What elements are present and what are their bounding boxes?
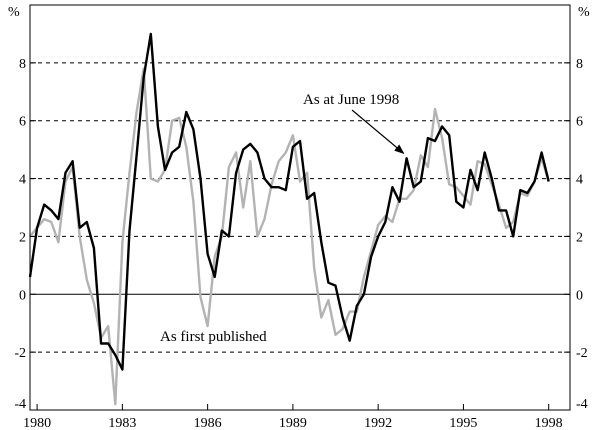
x-tick-label: 1989 xyxy=(279,416,307,430)
y-tick-label-left: 6 xyxy=(19,115,26,130)
x-tick-label: 1995 xyxy=(449,416,477,430)
y-tick-label-right: 6 xyxy=(576,115,583,130)
y-axis-right: -4 -2 0 2 4 6 8 xyxy=(564,57,588,412)
unit-label-right: % xyxy=(578,5,590,20)
unit-label-left: % xyxy=(8,5,20,20)
y-tick-label-right: 0 xyxy=(576,288,583,303)
y-tick-label-left: 0 xyxy=(19,288,26,303)
gridlines xyxy=(30,62,570,353)
annotation-as-at-june-1998: As at June 1998 xyxy=(303,92,399,108)
x-tick-label: 1983 xyxy=(108,416,136,430)
annotation-as-first-published: As first published xyxy=(160,329,267,345)
y-tick-label-left: -4 xyxy=(14,397,26,412)
y-tick-label-right: -2 xyxy=(576,346,588,361)
y-tick-label-left: 2 xyxy=(19,230,26,245)
y-tick-label-left: 8 xyxy=(19,57,26,72)
y-tick-label-right: 2 xyxy=(576,230,583,245)
x-tick-label: 1998 xyxy=(535,416,563,430)
x-tick-label: 1980 xyxy=(23,416,51,430)
x-tick-label: 1986 xyxy=(194,416,222,430)
y-tick-label-right: 4 xyxy=(576,173,583,188)
x-axis: 1980 1983 1986 1989 1992 1995 1998 xyxy=(23,404,563,430)
y-axis-left: -4 -2 0 2 4 6 8 xyxy=(14,57,36,412)
y-tick-label-right: -4 xyxy=(576,397,588,412)
series-line-as-first-published xyxy=(29,67,550,406)
annotation-arrow xyxy=(351,109,405,154)
y-tick-label-left: 4 xyxy=(19,173,26,188)
series-lines xyxy=(28,32,550,406)
y-tick-label-left: -2 xyxy=(14,346,26,361)
y-tick-label-right: 8 xyxy=(576,57,583,72)
plot-frame xyxy=(29,4,571,411)
series-line-as-at-june-1998 xyxy=(28,32,550,371)
x-tick-label: 1992 xyxy=(364,416,392,430)
